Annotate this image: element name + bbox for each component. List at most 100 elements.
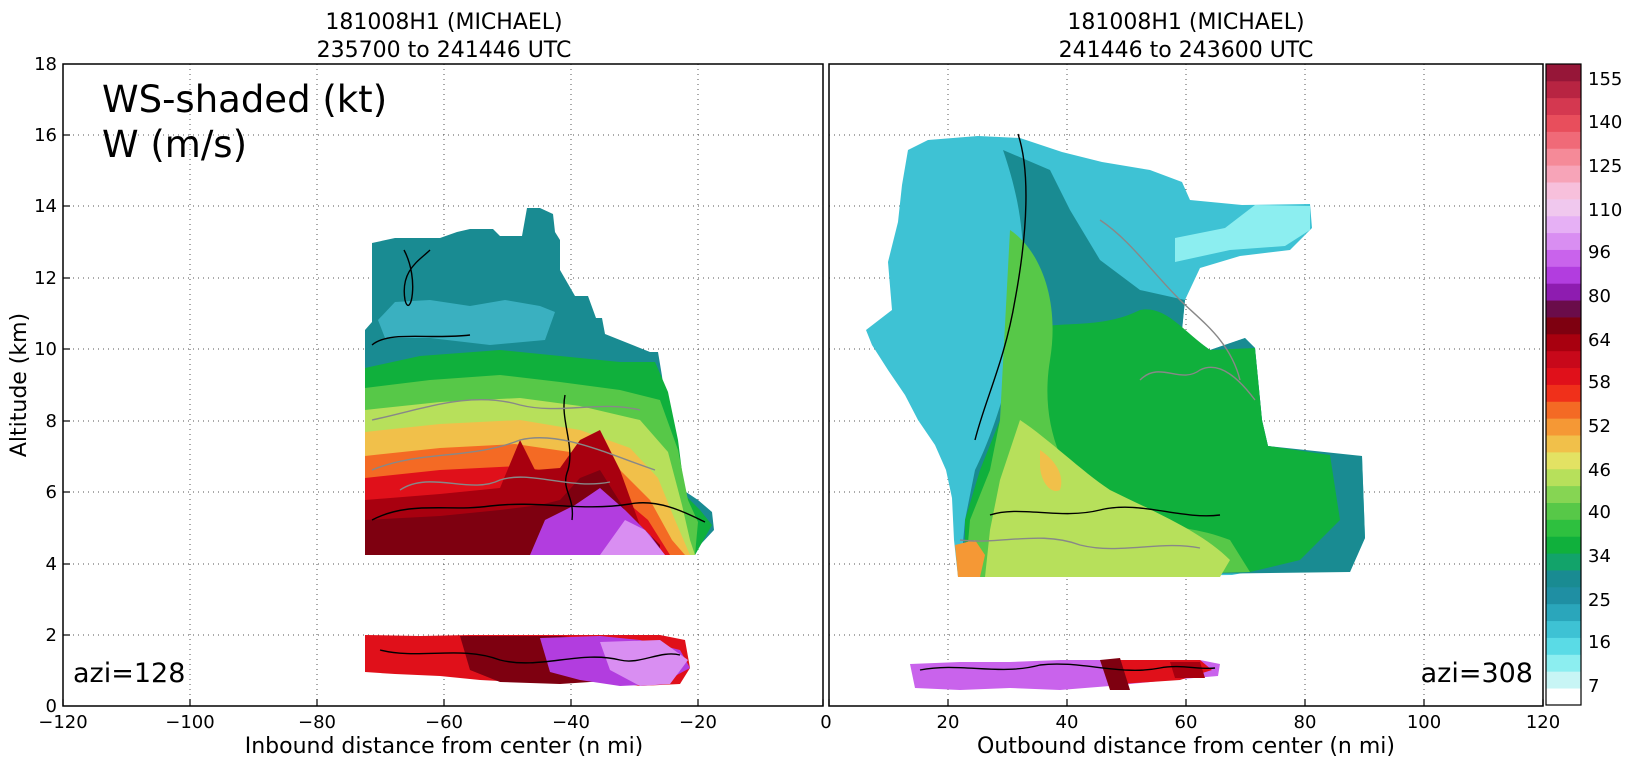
- y-tick-label: 12: [34, 268, 57, 289]
- y-tick-labels: 0 2 4 6 8 10 12 14 16 18: [34, 54, 57, 717]
- colorbar-tick-label: 155: [1588, 69, 1622, 90]
- colorbar-swatch: [1546, 502, 1581, 520]
- colorbar-swatch: [1546, 418, 1581, 436]
- left-x-tick-label: −20: [679, 712, 717, 733]
- right-x-tick-label: 100: [1407, 712, 1441, 733]
- colorbar: 155 140 125 110 96 80 64 58 52 46 40 34 …: [1545, 63, 1622, 706]
- right-contours: [919, 133, 1256, 671]
- right-x-tick-marks: [828, 699, 1544, 706]
- colorbar-swatch: [1546, 620, 1581, 638]
- y-tick-label: 2: [46, 625, 57, 646]
- colorbar-swatch: [1546, 485, 1581, 503]
- colorbar-swatch: [1546, 283, 1581, 301]
- colorbar-swatch: [1546, 671, 1581, 689]
- left-panel: 181008H1 (MICHAEL) 235700 to 241446 UTC: [7, 10, 824, 759]
- colorbar-swatch: [1546, 384, 1581, 402]
- left-x-tick-labels: −120 −100 −80 −60 −40 −20: [38, 712, 717, 733]
- left-x-tick-marks: [62, 699, 824, 706]
- colorbar-swatch: [1546, 688, 1581, 706]
- colorbar-tick-labels: 155 140 125 110 96 80 64 58 52 46 40 34 …: [1588, 69, 1622, 697]
- colorbar-tick-label: 52: [1588, 416, 1611, 437]
- colorbar-swatch: [1546, 300, 1581, 318]
- colorbar-swatch: [1546, 637, 1581, 655]
- y-tick-label: 16: [34, 125, 57, 146]
- colorbar-swatch: [1546, 570, 1581, 588]
- colorbar-swatch: [1546, 97, 1581, 116]
- left-axes-frame: [62, 63, 824, 707]
- colorbar-tick-label: 25: [1588, 590, 1611, 611]
- colorbar-swatch: [1546, 401, 1581, 419]
- colorbar-swatch: [1546, 654, 1581, 672]
- colorbar-swatch: [1546, 603, 1581, 622]
- left-x-tick-label: −100: [165, 712, 214, 733]
- left-x-tick-label: −80: [298, 712, 336, 733]
- colorbar-swatch: [1546, 468, 1581, 487]
- colorbar-tick-label: 7: [1588, 676, 1599, 697]
- colorbar-tick-label: 140: [1588, 112, 1622, 133]
- colorbar-swatch: [1546, 232, 1581, 250]
- right-grid: [829, 64, 1543, 706]
- y-tick-label: 14: [34, 196, 57, 217]
- right-x-tick-label: 40: [1056, 712, 1079, 733]
- y-tick-label: 8: [46, 411, 57, 432]
- left-contours: [371, 249, 706, 664]
- y-tick-label: 0: [46, 696, 57, 717]
- right-x-tick-label: 0: [820, 712, 831, 733]
- y-tick-label: 18: [34, 54, 57, 75]
- colorbar-swatch: [1546, 317, 1581, 335]
- colorbar-swatch: [1546, 114, 1581, 132]
- y-axis-label: Altitude (km): [7, 313, 32, 457]
- colorbar-swatch: [1546, 80, 1581, 99]
- colorbar-tick-label: 64: [1588, 330, 1611, 351]
- left-title-line2: 235700 to 241446 UTC: [317, 38, 572, 63]
- colorbar-swatches: [1546, 64, 1581, 706]
- colorbar-swatch: [1546, 451, 1581, 470]
- y-tick-label: 10: [34, 339, 57, 360]
- left-title-line1: 181008H1 (MICHAEL): [325, 10, 562, 35]
- annotation-vertical-velocity: W (m/s): [102, 123, 247, 166]
- left-x-tick-label: −40: [552, 712, 590, 733]
- right-panel: 181008H1 (MICHAEL) 241446 to 243600 UTC: [820, 10, 1560, 759]
- right-x-tick-label: 20: [937, 712, 960, 733]
- colorbar-swatch: [1546, 182, 1581, 200]
- left-wind-speed-field: [365, 208, 714, 686]
- colorbar-swatch: [1546, 266, 1581, 284]
- left-x-tick-label: −120: [38, 712, 87, 733]
- colorbar-swatch: [1546, 165, 1581, 183]
- colorbar-swatch: [1546, 367, 1581, 385]
- colorbar-tick-label: 34: [1588, 546, 1611, 567]
- colorbar-tick-label: 96: [1588, 242, 1611, 263]
- colorbar-swatch: [1546, 536, 1581, 554]
- colorbar-swatch: [1546, 519, 1581, 537]
- colorbar-tick-label: 16: [1588, 632, 1611, 653]
- colorbar-swatch: [1546, 249, 1581, 267]
- right-x-tick-labels: 0 20 40 60 80 100 120: [820, 712, 1560, 733]
- colorbar-tick-label: 58: [1588, 372, 1611, 393]
- colorbar-swatch: [1546, 64, 1581, 82]
- colorbar-tick-label: 46: [1588, 460, 1611, 481]
- y-tick-label: 4: [46, 554, 57, 575]
- y-tick-label: 6: [46, 482, 57, 503]
- y-tick-marks: [63, 134, 70, 636]
- colorbar-swatch: [1546, 350, 1581, 369]
- left-x-tick-label: −60: [425, 712, 463, 733]
- colorbar-swatch: [1546, 586, 1581, 605]
- colorbar-swatch: [1546, 435, 1581, 453]
- right-x-tick-label: 60: [1175, 712, 1198, 733]
- left-azimuth-label: azi=128: [73, 658, 185, 689]
- right-azimuth-label: azi=308: [1421, 658, 1533, 689]
- right-title-line1: 181008H1 (MICHAEL): [1067, 10, 1304, 35]
- colorbar-frame: [1545, 63, 1582, 706]
- colorbar-swatch: [1546, 198, 1581, 217]
- colorbar-swatch: [1546, 333, 1581, 352]
- right-x-tick-label: 80: [1294, 712, 1317, 733]
- colorbar-tick-label: 40: [1588, 502, 1611, 523]
- right-wind-speed-field: [866, 136, 1365, 690]
- colorbar-tick-label: 80: [1588, 286, 1611, 307]
- colorbar-swatch: [1546, 553, 1581, 571]
- annotation-wind-speed: WS-shaded (kt): [102, 78, 387, 121]
- right-x-tick-label: 120: [1526, 712, 1560, 733]
- colorbar-tick-label: 110: [1588, 200, 1622, 221]
- right-title-line2: 241446 to 243600 UTC: [1059, 38, 1314, 63]
